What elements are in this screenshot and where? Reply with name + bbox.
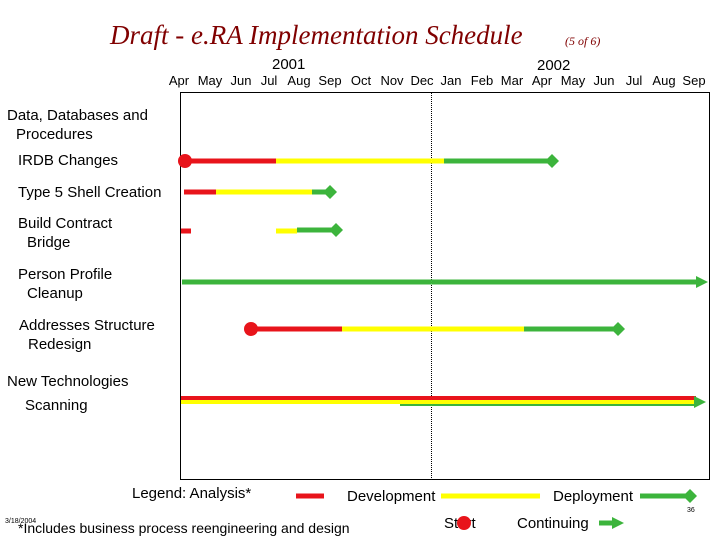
- legend-development-label: Development: [347, 488, 436, 505]
- task-label-build-contract: Build Contract Bridge: [18, 214, 112, 252]
- task-label-line1: Build Contract: [18, 215, 113, 232]
- month-label: Feb: [470, 73, 494, 88]
- group-label-data: Data, Databases and Procedures: [7, 106, 148, 144]
- month-label: Nov: [380, 73, 404, 88]
- month-label: Jul: [260, 73, 278, 88]
- task-label-type5: Type 5 Shell Creation: [18, 184, 162, 201]
- month-label: Jul: [625, 73, 643, 88]
- person-profile-continuing-arrow: [696, 276, 708, 288]
- page-number: 36: [687, 507, 695, 514]
- year-divider: [431, 92, 432, 480]
- legend-start-marker: [457, 516, 471, 530]
- task-label-line2: Redesign: [28, 336, 92, 353]
- group-label-line1: Data, Databases and: [7, 107, 148, 124]
- irdb-start-marker: [178, 154, 192, 168]
- legend-continuing-arrow: [612, 517, 624, 529]
- legend-deployment-label: Deployment: [553, 488, 634, 505]
- type5-deployment-marker: [323, 185, 337, 199]
- group-label-line2: Scanning: [25, 397, 88, 414]
- task-label-line2: Cleanup: [27, 285, 83, 302]
- task-label-line1: Addresses Structure: [19, 317, 155, 334]
- group-label-line1: New Technologies: [7, 373, 129, 390]
- month-label: Apr: [531, 73, 553, 88]
- month-label: Jan: [440, 73, 462, 88]
- month-label: Dec: [410, 73, 434, 88]
- year-label-2001: 2001: [272, 56, 306, 73]
- task-label-line1: Person Profile: [18, 266, 113, 283]
- month-label: Jun: [593, 73, 615, 88]
- month-label: Aug: [652, 73, 676, 88]
- year-label-2002: 2002: [537, 57, 571, 74]
- irdb-deployment-marker: [545, 154, 559, 168]
- group-label-line2: Procedures: [16, 126, 93, 143]
- legend-continuing-label: Continuing: [517, 515, 589, 532]
- task-label-line2: Bridge: [27, 234, 71, 251]
- group-label-new-tech: New Technologies Scanning: [7, 370, 128, 418]
- month-label: Sep: [682, 73, 706, 88]
- task-label-person-profile: Person Profile Cleanup: [18, 265, 112, 303]
- date-stamp: 3/18/2004: [5, 518, 37, 525]
- chart-frame: [180, 92, 710, 480]
- page-subtitle: (5 of 6): [565, 34, 601, 48]
- month-label: Sep: [318, 73, 342, 88]
- page-title: Draft - e.RA Implementation Schedule: [110, 20, 523, 50]
- task-label-addresses: Addresses Structure Redesign: [19, 316, 155, 354]
- addresses-deployment-marker: [611, 322, 625, 336]
- month-label: May: [560, 73, 586, 88]
- month-label: Jun: [230, 73, 252, 88]
- month-label: Aug: [287, 73, 311, 88]
- month-label: Apr: [168, 73, 190, 88]
- legend-deployment-marker: [683, 489, 697, 503]
- scanning-continuing-arrow: [694, 396, 706, 408]
- task-label-irdb: IRDB Changes: [18, 152, 119, 169]
- month-label: May: [197, 73, 223, 88]
- footnote: *Includes business process reengineering…: [18, 520, 350, 536]
- month-label: Mar: [500, 73, 524, 88]
- month-label: Oct: [350, 73, 372, 88]
- legend-analysis-label: Legend: Analysis*: [132, 485, 252, 502]
- build-contract-deployment-marker: [329, 223, 343, 237]
- addresses-start-marker: [244, 322, 258, 336]
